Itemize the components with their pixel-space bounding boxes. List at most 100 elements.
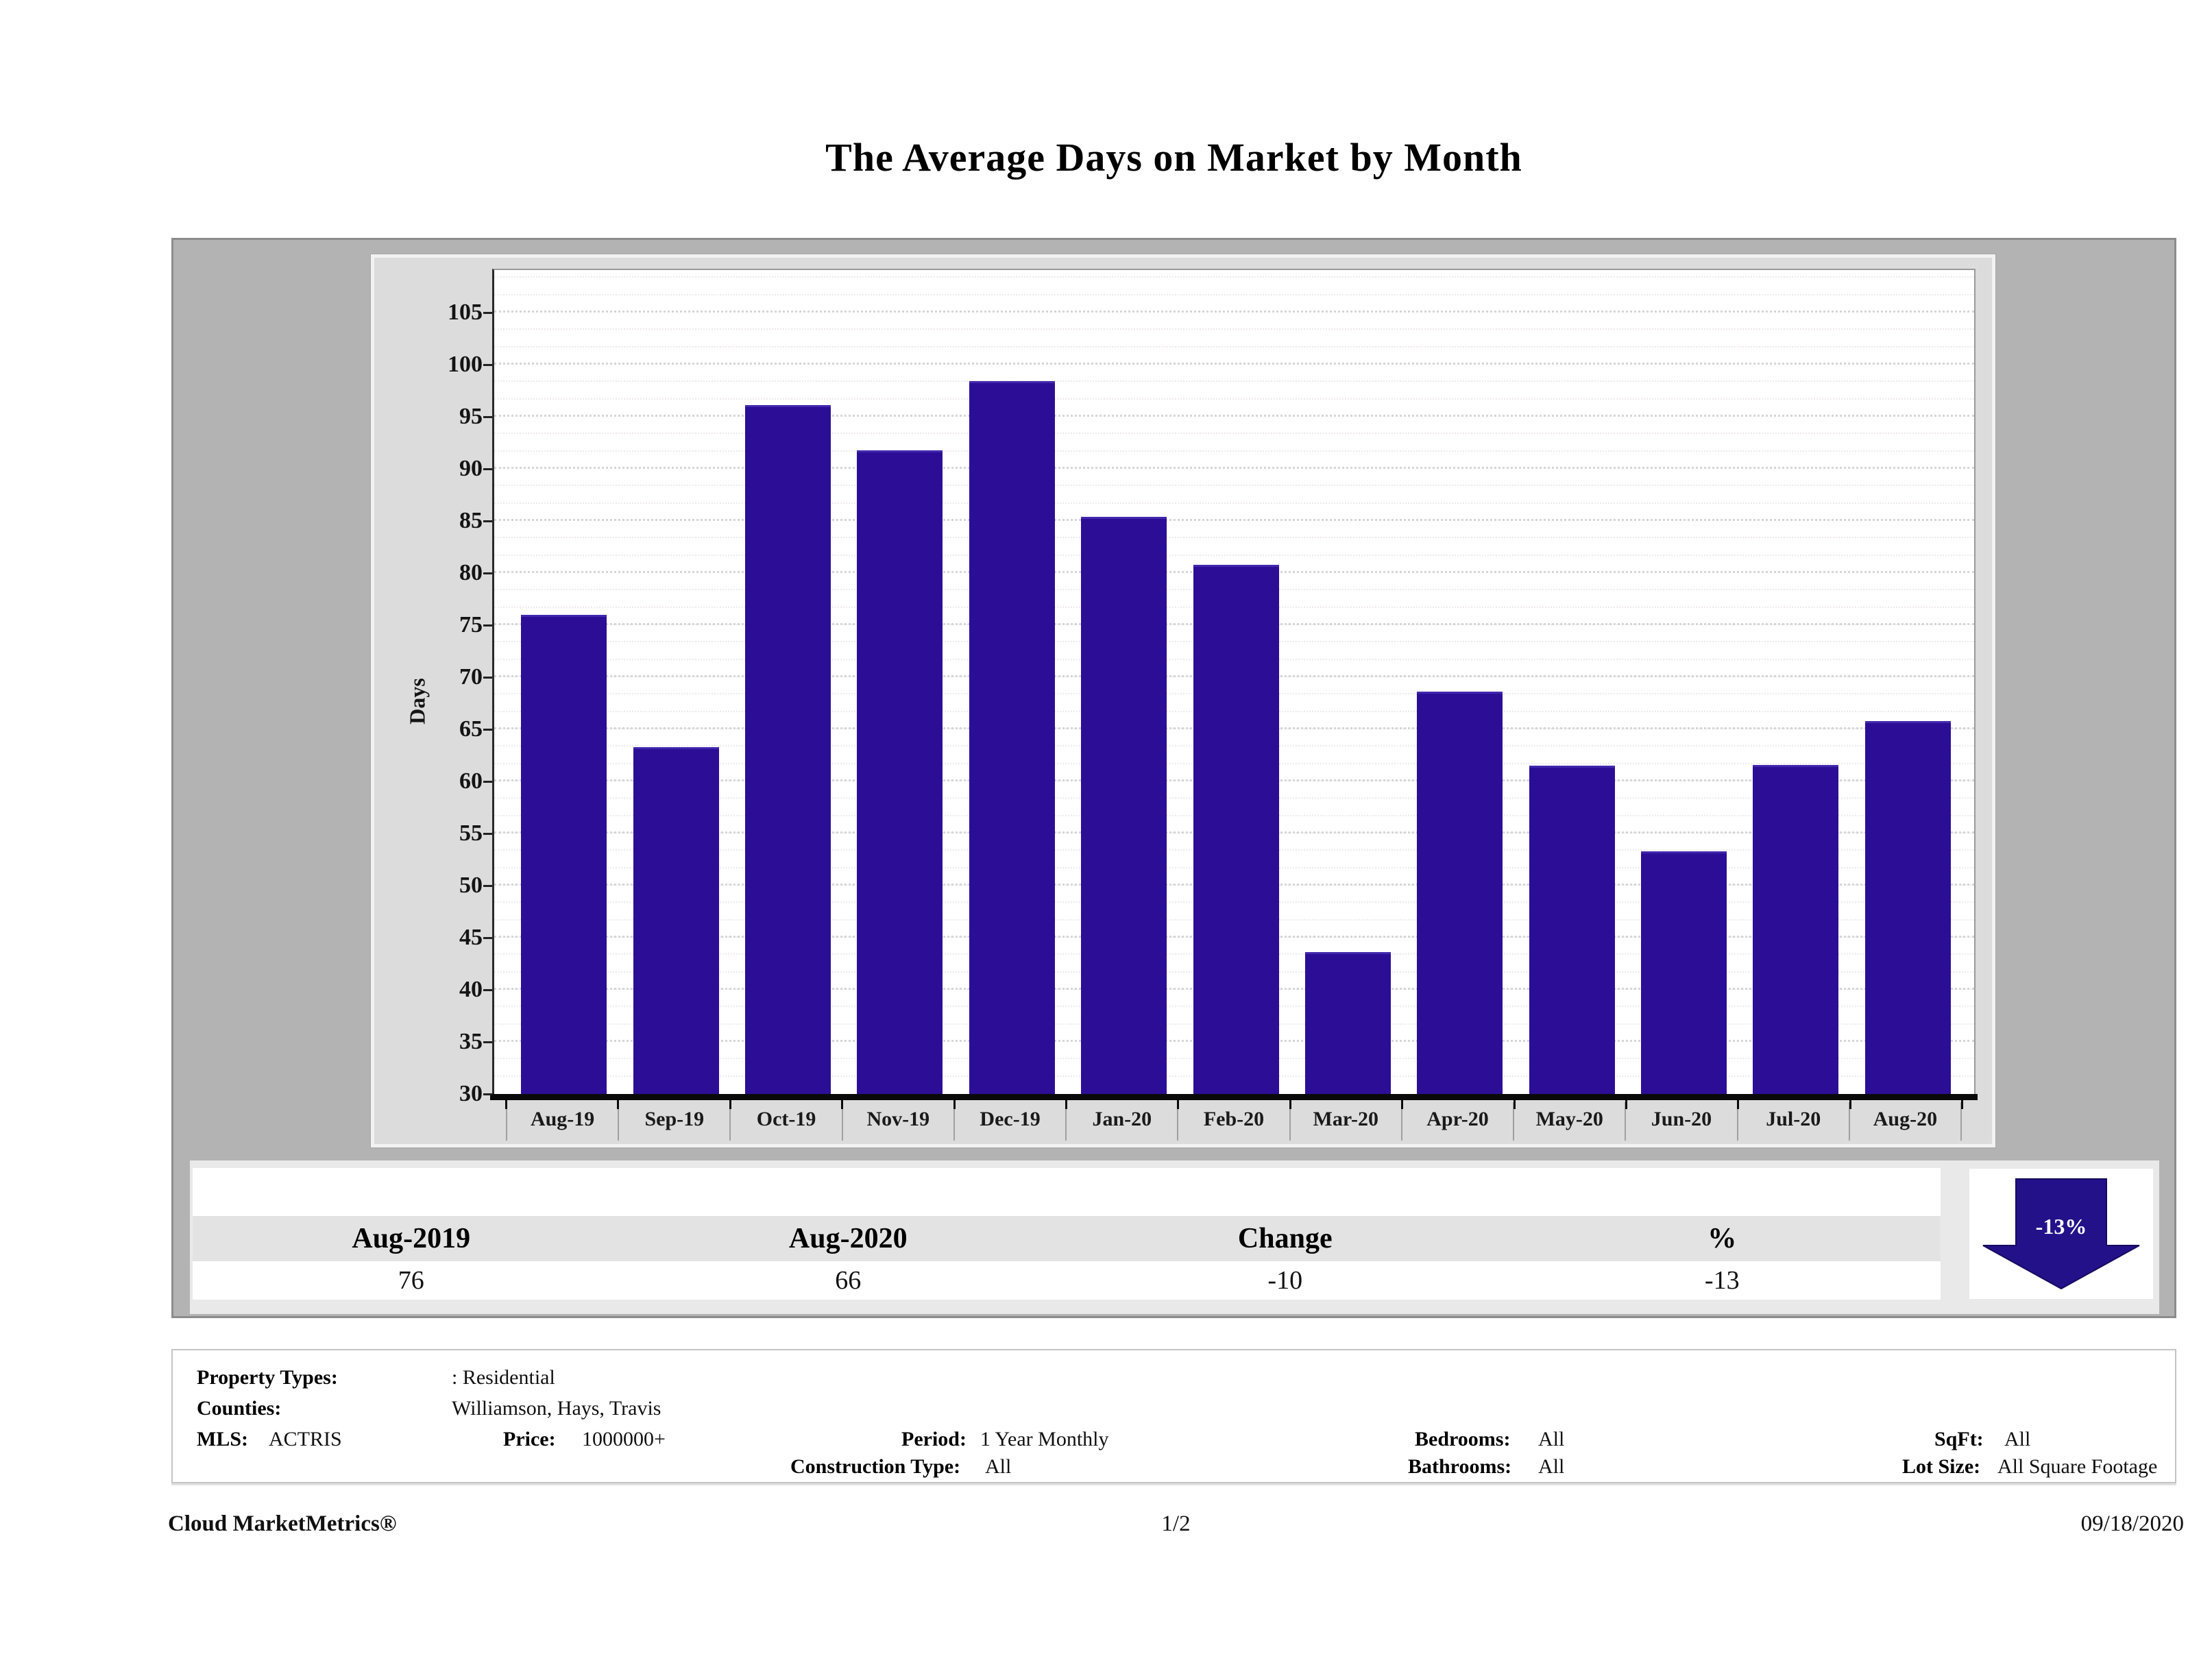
change-indicator: -13% bbox=[1969, 1169, 2153, 1299]
gridline-90 bbox=[494, 466, 1974, 469]
footer-page-number: 1/2 bbox=[1161, 1511, 1191, 1536]
bar-Mar-20 bbox=[1304, 952, 1391, 1094]
y-tick-label-95: 95 bbox=[459, 403, 483, 429]
minor-gridline bbox=[494, 554, 1974, 556]
down-arrow-icon: -13% bbox=[1982, 1178, 2140, 1290]
bar-Feb-20 bbox=[1193, 564, 1279, 1094]
filters-panel: Property Types: : Residential Counties: … bbox=[171, 1349, 2176, 1483]
bedrooms-label: Bedrooms: bbox=[1415, 1428, 1511, 1450]
counties-label: Counties: bbox=[197, 1397, 282, 1420]
x-tick-label-Mar-20: Mar-20 bbox=[1291, 1102, 1402, 1141]
footer-date: 09/18/2020 bbox=[2080, 1511, 2184, 1536]
y-tick-label-90: 90 bbox=[459, 455, 483, 481]
x-tick-mark bbox=[1177, 1100, 1180, 1109]
y-tick-mark bbox=[483, 676, 492, 679]
y-tick-label-40: 40 bbox=[459, 977, 483, 1002]
y-tick-mark bbox=[483, 937, 492, 939]
summary-value-percent: -13 bbox=[1704, 1266, 1740, 1295]
y-tick-label-45: 45 bbox=[459, 925, 483, 950]
y-tick-mark bbox=[483, 885, 492, 887]
minor-gridline bbox=[494, 293, 1974, 295]
minor-gridline bbox=[494, 502, 1974, 504]
x-tick-mark bbox=[1961, 1100, 1963, 1109]
y-tick-mark bbox=[483, 832, 492, 835]
x-tick-label-Dec-19: Dec-19 bbox=[955, 1102, 1067, 1141]
x-tick-mark bbox=[1737, 1100, 1740, 1109]
lot-size-label: Lot Size: bbox=[1902, 1455, 1981, 1478]
bar-May-20 bbox=[1529, 766, 1615, 1094]
construction-type-value: All bbox=[985, 1455, 1012, 1478]
minor-gridline bbox=[494, 328, 1974, 330]
y-tick-label-35: 35 bbox=[459, 1029, 483, 1054]
minor-gridline bbox=[494, 485, 1974, 487]
footer-brand: Cloud MarketMetrics® bbox=[168, 1511, 397, 1536]
x-tick-mark bbox=[841, 1100, 844, 1109]
bedrooms-value: All bbox=[1538, 1428, 1565, 1450]
sqft-value: All bbox=[2004, 1428, 2031, 1450]
x-tick-mark bbox=[1625, 1100, 1627, 1109]
y-tick-label-50: 50 bbox=[459, 873, 483, 898]
plot-area bbox=[492, 269, 1976, 1094]
y-tick-label-55: 55 bbox=[459, 820, 483, 846]
y-tick-mark bbox=[483, 624, 492, 627]
period-label: Period: bbox=[901, 1428, 967, 1450]
x-tick-label-Feb-20: Feb-20 bbox=[1178, 1102, 1291, 1141]
minor-gridline bbox=[494, 433, 1974, 435]
y-tick-label-70: 70 bbox=[459, 664, 483, 690]
y-tick-label-60: 60 bbox=[459, 768, 483, 794]
y-tick-label-85: 85 bbox=[459, 507, 483, 533]
page-title: The Average Days on Market by Month bbox=[825, 135, 1522, 180]
x-tick-label-May-20: May-20 bbox=[1514, 1102, 1627, 1141]
sqft-label: SqFt: bbox=[1934, 1428, 1984, 1450]
y-tick-label-65: 65 bbox=[459, 716, 483, 742]
x-tick-mark bbox=[505, 1100, 507, 1109]
summary-table: Aug-2019 Aug-2020 Change % 76 66 -10 -13 bbox=[193, 1168, 1941, 1300]
summary-header-change: Change bbox=[1237, 1223, 1333, 1254]
mls-label: MLS: bbox=[197, 1428, 248, 1450]
property-types-label: Property Types: bbox=[197, 1366, 338, 1389]
summary-header-aug2020: Aug-2020 bbox=[788, 1223, 908, 1254]
construction-type-label: Construction Type: bbox=[790, 1455, 961, 1478]
x-tick-mark bbox=[729, 1100, 731, 1109]
y-tick-label-30: 30 bbox=[459, 1081, 483, 1106]
gridline-105 bbox=[494, 310, 1974, 313]
y-tick-mark bbox=[483, 311, 492, 314]
y-tick-mark bbox=[483, 1093, 492, 1095]
x-tick-label-Sep-19: Sep-19 bbox=[619, 1102, 731, 1141]
x-tick-mark bbox=[1401, 1100, 1404, 1109]
summary-strip: Aug-2019 Aug-2020 Change % 76 66 -10 -13… bbox=[190, 1160, 2159, 1314]
gridline-100 bbox=[494, 362, 1974, 365]
chart-container: Days 30 35 40 45 50 55 60 65 70 75 80 85 90 95 100 105 … bbox=[171, 238, 2176, 1318]
minor-gridline bbox=[494, 380, 1974, 382]
summary-value-aug2019: 76 bbox=[398, 1266, 424, 1295]
summary-blank-row bbox=[193, 1168, 1941, 1216]
x-tick-mark bbox=[1513, 1100, 1516, 1109]
summary-header-aug2019: Aug-2019 bbox=[352, 1223, 471, 1254]
x-tick-mark bbox=[617, 1100, 620, 1109]
lot-size-value: All Square Footage bbox=[1997, 1455, 2158, 1478]
y-tick-label-105: 105 bbox=[448, 299, 483, 325]
x-tick-label-Nov-19: Nov-19 bbox=[843, 1102, 955, 1141]
y-tick-mark bbox=[483, 1041, 492, 1043]
summary-header-row: Aug-2019 Aug-2020 Change % bbox=[193, 1216, 1941, 1261]
summary-value-aug2020: 66 bbox=[835, 1266, 862, 1295]
bar-Jul-20 bbox=[1753, 764, 1839, 1094]
minor-gridline bbox=[494, 537, 1974, 539]
minor-gridline bbox=[494, 345, 1974, 348]
y-tick-mark bbox=[483, 520, 492, 522]
y-tick-mark bbox=[483, 728, 492, 731]
bar-Jun-20 bbox=[1641, 851, 1727, 1094]
price-value: 1000000+ bbox=[582, 1428, 666, 1450]
minor-gridline bbox=[494, 276, 1974, 278]
bar-Apr-20 bbox=[1417, 692, 1503, 1094]
page-footer: Cloud MarketMetrics® 1/2 09/18/2020 bbox=[168, 1511, 2184, 1542]
y-tick-mark bbox=[483, 415, 492, 418]
y-tick-label-80: 80 bbox=[459, 559, 483, 585]
property-types-value: : Residential bbox=[452, 1366, 555, 1389]
summary-value-row: 76 66 -10 -13 bbox=[193, 1261, 1941, 1300]
mls-value: ACTRIS bbox=[269, 1428, 342, 1450]
bar-Jan-20 bbox=[1081, 516, 1167, 1094]
bar-Nov-19 bbox=[857, 450, 943, 1094]
x-tick-label-Aug-20: Aug-20 bbox=[1850, 1102, 1962, 1141]
bar-Aug-19 bbox=[521, 614, 607, 1094]
